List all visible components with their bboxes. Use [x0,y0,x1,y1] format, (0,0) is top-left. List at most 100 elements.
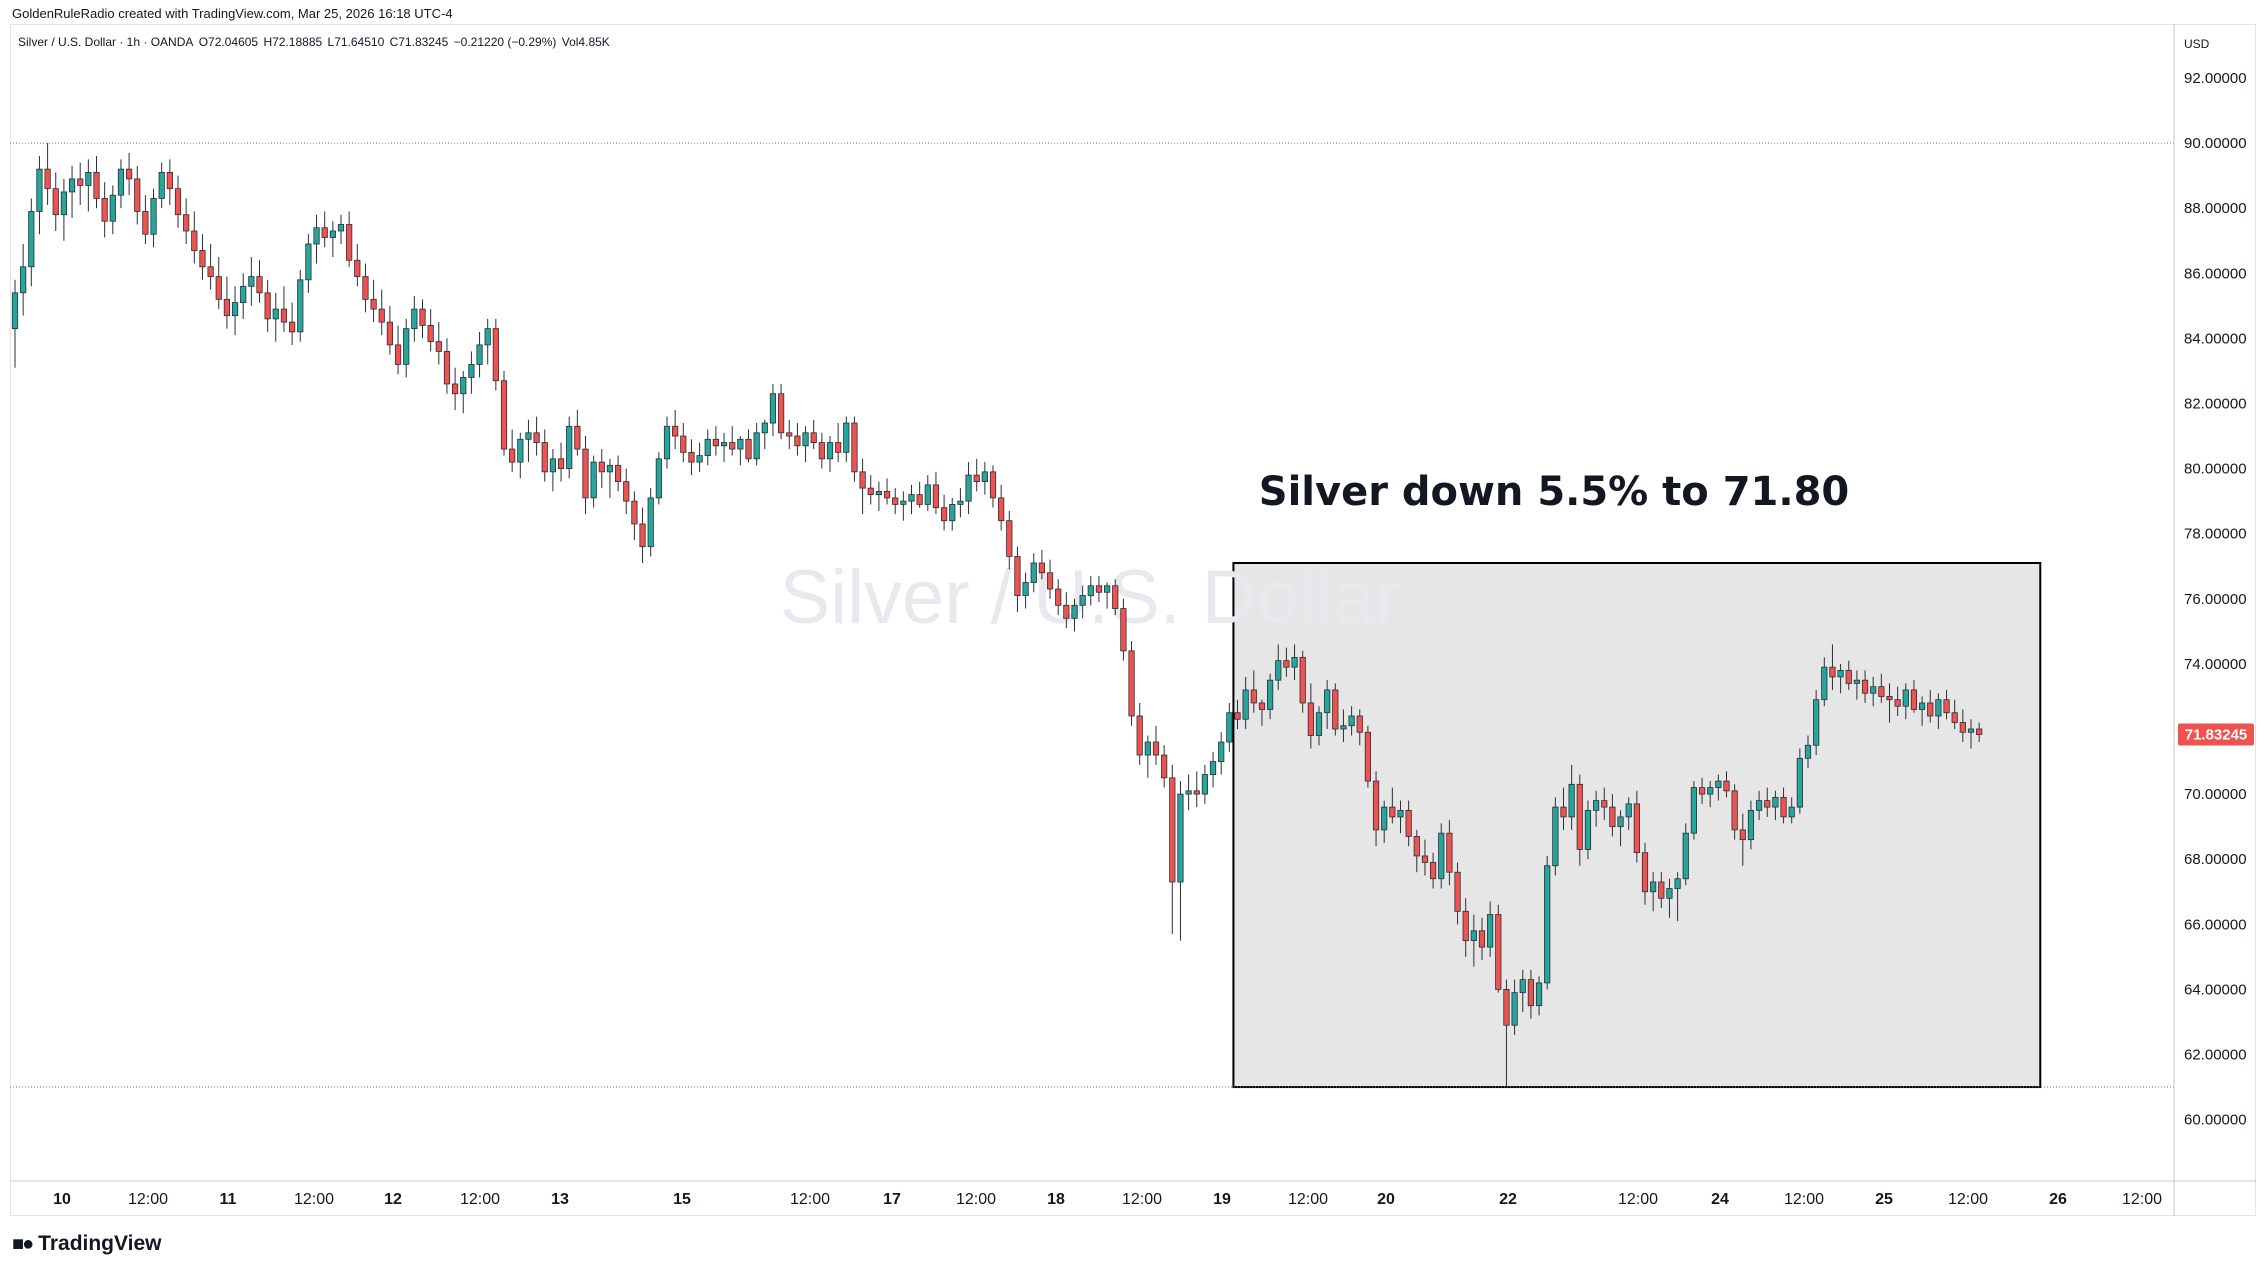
candle[interactable] [1747,800,1755,850]
candle[interactable] [769,383,777,437]
candle[interactable] [1022,572,1029,609]
candle[interactable] [223,276,230,329]
candle[interactable] [109,185,116,235]
candle[interactable] [321,211,328,248]
candle[interactable] [1315,706,1323,746]
candle[interactable] [386,305,394,355]
candle[interactable] [1690,781,1697,840]
candle[interactable] [451,367,459,411]
candle[interactable] [1104,582,1111,609]
candle[interactable] [272,292,279,342]
candle[interactable] [1030,553,1037,593]
candle[interactable] [1478,917,1486,961]
candle[interactable] [256,260,263,303]
candle[interactable] [142,195,149,245]
candle[interactable] [557,442,565,482]
candle[interactable] [826,436,834,472]
candle[interactable] [908,484,915,515]
candle[interactable] [166,159,173,205]
candle[interactable] [378,289,385,336]
candle[interactable] [240,273,247,319]
candle[interactable] [509,429,516,472]
candle[interactable] [77,162,84,205]
candle[interactable] [1120,598,1127,661]
candle[interactable] [720,432,728,463]
candle[interactable] [231,286,239,336]
candle[interactable] [1340,709,1347,743]
candle[interactable] [1788,797,1795,824]
candle[interactable] [313,214,320,264]
candle[interactable] [1658,872,1665,909]
candle[interactable] [1731,784,1738,840]
candle[interactable] [802,426,809,463]
candle[interactable] [1038,549,1045,580]
candle[interactable] [1535,976,1543,1016]
candle[interactable] [288,302,296,345]
candle[interactable] [1462,898,1469,957]
candle[interactable] [207,244,214,290]
candle[interactable] [794,423,801,456]
candle[interactable] [1487,901,1494,957]
candle[interactable] [411,296,418,342]
candle[interactable] [191,211,198,264]
candle[interactable] [541,429,548,482]
candle[interactable] [248,257,255,306]
candle[interactable] [900,491,907,521]
candle[interactable] [419,299,426,339]
candle[interactable] [1226,702,1233,752]
candle[interactable] [337,214,345,245]
candle[interactable] [1095,576,1103,603]
candle[interactable] [1576,774,1583,866]
candle[interactable] [647,488,654,557]
candle[interactable] [1250,670,1257,713]
candle[interactable] [1829,644,1836,690]
candle[interactable] [1919,696,1926,726]
candle[interactable] [696,442,703,472]
candle[interactable] [44,143,51,205]
candle[interactable] [1609,794,1616,837]
candle[interactable] [623,468,630,515]
candle[interactable] [1715,774,1722,801]
candle[interactable] [1364,725,1371,788]
candle[interactable] [1397,800,1404,834]
candle[interactable] [883,478,891,505]
candle[interactable] [460,370,467,414]
candle[interactable] [93,156,100,209]
candle[interactable] [778,383,785,440]
candle[interactable] [1601,787,1608,821]
candle[interactable] [60,178,68,241]
candle[interactable] [590,455,597,508]
candle[interactable] [1804,735,1812,769]
candle[interactable] [1324,680,1331,729]
candle[interactable] [500,370,508,456]
candle[interactable] [574,410,581,456]
candle[interactable] [1356,709,1363,746]
candle[interactable] [1454,862,1461,925]
candle[interactable] [924,475,931,511]
candle[interactable] [1430,852,1437,889]
candle[interactable] [517,432,524,479]
candle[interactable] [174,175,182,228]
candle[interactable] [1470,914,1477,967]
candle[interactable] [973,458,980,492]
candle[interactable] [492,318,499,391]
candle[interactable] [582,436,589,515]
candle[interactable] [875,481,883,511]
candle[interactable] [1666,878,1673,918]
legend-symbol[interactable]: Silver / U.S. Dollar · 1h · OANDA [18,35,194,49]
candle[interactable] [297,270,304,342]
candle[interactable] [1006,510,1013,570]
annotation-text[interactable]: Silver down 5.5% to 71.80 [1259,469,1849,515]
candle[interactable] [704,429,711,466]
candle[interactable] [941,494,948,531]
candle[interactable] [745,429,752,463]
candle[interactable] [1544,855,1551,990]
candle[interactable] [1511,979,1518,1035]
candle[interactable] [443,338,451,394]
candle[interactable] [1405,800,1412,847]
candle[interactable] [1201,764,1208,804]
candle[interactable] [11,279,19,368]
candle[interactable] [1910,680,1918,713]
candle[interactable] [1495,904,1502,993]
candle[interactable] [965,462,972,515]
